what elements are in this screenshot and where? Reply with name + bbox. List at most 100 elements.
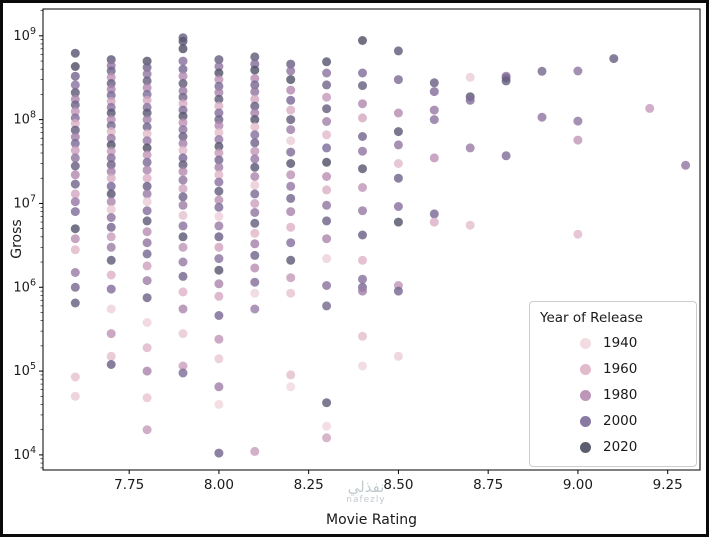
data-point (501, 76, 511, 86)
data-point (178, 111, 188, 121)
data-point (250, 228, 260, 238)
data-point (322, 57, 332, 67)
data-point (250, 180, 260, 190)
data-point (106, 153, 116, 163)
data-point (106, 140, 116, 150)
data-point (178, 64, 188, 74)
data-point (70, 372, 80, 382)
data-point (573, 229, 583, 239)
data-point (178, 132, 188, 141)
data-point (106, 360, 116, 369)
data-point (178, 232, 188, 242)
data-point (573, 135, 583, 145)
data-point (214, 195, 224, 205)
data-point (214, 242, 224, 252)
data-point (178, 92, 188, 102)
data-point (250, 199, 260, 208)
data-point (465, 95, 475, 105)
data-point (178, 138, 188, 148)
data-point (70, 170, 80, 180)
data-point (106, 181, 116, 191)
data-point (106, 270, 116, 280)
data-point (214, 135, 224, 144)
data-point (214, 177, 224, 187)
data-point (214, 55, 224, 65)
data-point (70, 88, 80, 98)
data-point (106, 197, 116, 207)
data-point (214, 128, 224, 138)
data-point (358, 183, 367, 192)
data-point (286, 159, 296, 168)
data-point (322, 104, 332, 114)
data-point (178, 160, 188, 170)
data-point (250, 87, 260, 97)
data-point (393, 127, 403, 137)
data-point (214, 101, 224, 111)
data-point (142, 366, 152, 376)
data-point (322, 301, 332, 311)
x-tick-label: 8.50 (383, 477, 413, 493)
data-point (214, 399, 224, 409)
data-point (142, 56, 152, 66)
data-point (142, 238, 152, 248)
data-point (286, 95, 296, 105)
legend-item: 2020 (538, 434, 690, 460)
data-point (70, 282, 80, 292)
data-point (358, 36, 367, 45)
data-point (322, 172, 332, 181)
data-point (573, 116, 583, 126)
data-point (178, 361, 188, 371)
data-point (106, 146, 116, 156)
data-point (358, 255, 367, 265)
data-point (106, 173, 116, 183)
data-point (106, 204, 116, 214)
data-point (286, 181, 296, 191)
legend-item-label: 1960 (603, 361, 638, 377)
data-point (106, 304, 116, 314)
data-point (70, 197, 80, 207)
plot-spines (42, 8, 701, 471)
data-point (178, 86, 188, 96)
data-point (429, 87, 439, 97)
data-point (70, 179, 80, 189)
data-point (465, 220, 475, 230)
data-point (286, 370, 296, 380)
data-point (429, 153, 439, 163)
data-point (178, 71, 188, 81)
data-point (70, 298, 80, 308)
data-point (250, 172, 260, 181)
data-point (142, 129, 152, 139)
data-point (250, 101, 260, 111)
data-point (250, 250, 260, 260)
legend-swatch-icon (580, 441, 591, 453)
x-axis-label: Movie Rating (325, 512, 418, 528)
data-point (322, 281, 332, 290)
data-point (250, 146, 260, 156)
data-point (250, 65, 260, 75)
data-point (106, 232, 116, 242)
data-point (70, 268, 80, 277)
data-point (286, 136, 296, 146)
legend-swatch-icon (580, 389, 591, 401)
data-point (322, 433, 332, 443)
legend-swatch-icon (580, 337, 591, 349)
data-point (178, 145, 188, 155)
data-point (358, 274, 367, 284)
data-point (214, 265, 224, 275)
data-point (106, 329, 116, 339)
y-tick-label: 107 (13, 193, 36, 211)
data-point (322, 130, 332, 140)
data-point (70, 62, 80, 71)
data-point (142, 261, 152, 271)
data-point (465, 143, 475, 153)
data-point (106, 167, 116, 177)
data-point (214, 62, 224, 71)
data-point (142, 318, 152, 327)
data-point (393, 159, 403, 168)
legend-item: 1980 (538, 382, 690, 408)
data-point (286, 147, 296, 157)
data-point (250, 74, 260, 83)
data-point (178, 192, 188, 202)
y-tick-label: 109 (13, 26, 36, 44)
